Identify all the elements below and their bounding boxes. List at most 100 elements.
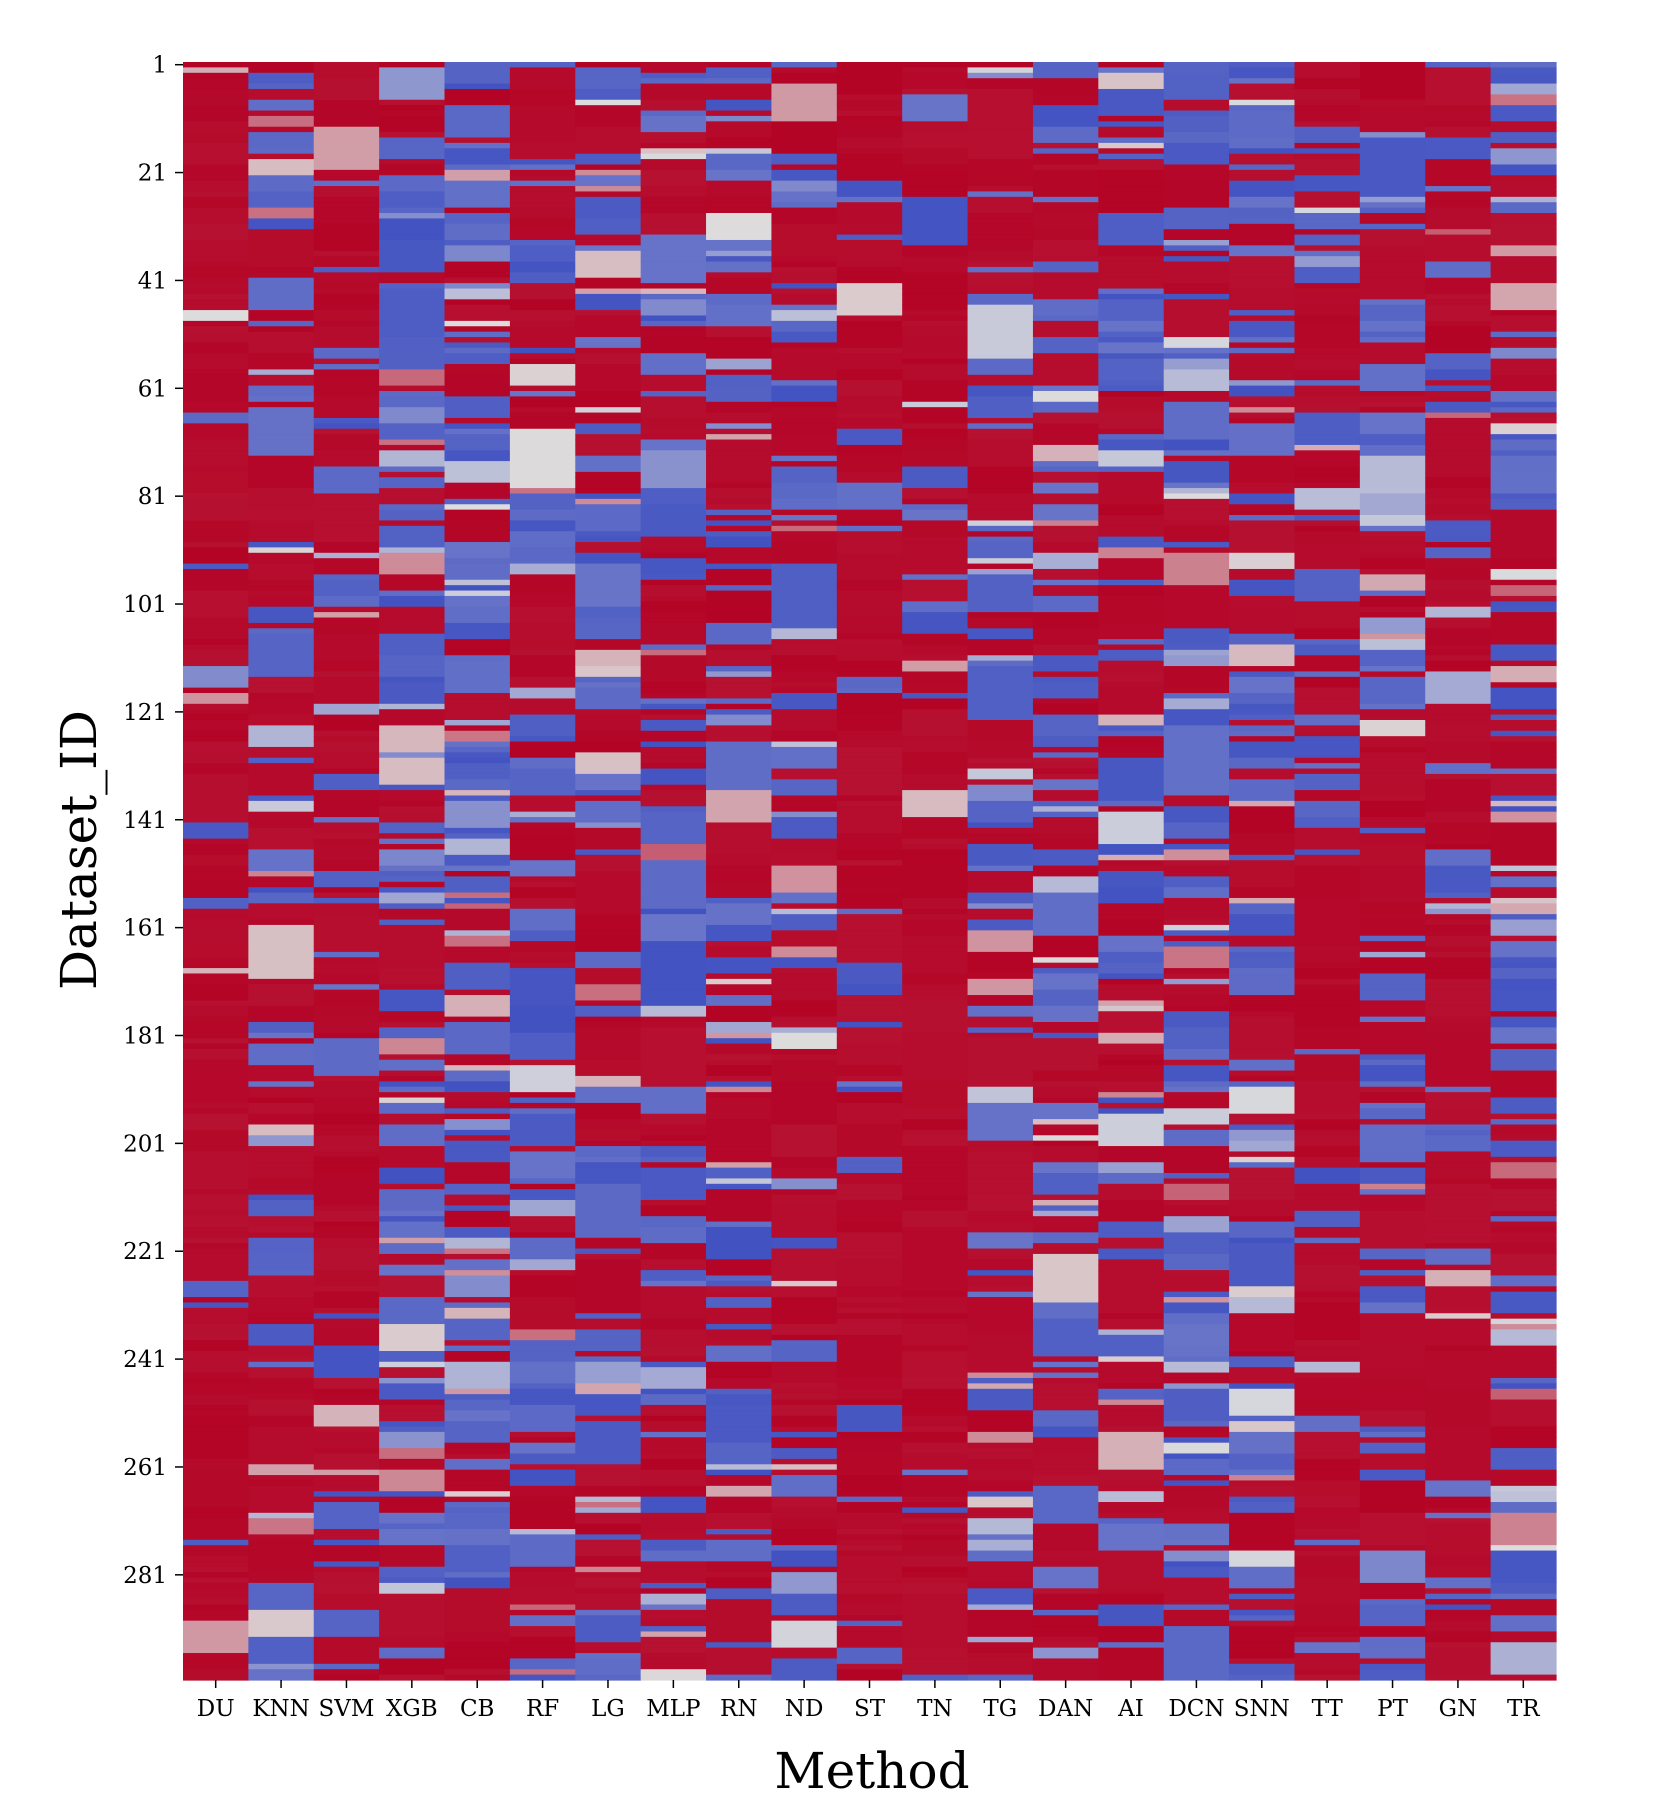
heatmap-cell [1032, 865, 1099, 872]
heatmap-cell [902, 1361, 969, 1368]
heatmap-cell [967, 962, 1034, 969]
heatmap-cell [1098, 542, 1165, 548]
heatmap-cell [967, 498, 1034, 505]
heatmap-cell [902, 552, 969, 559]
heatmap-cell [444, 957, 511, 964]
heatmap-cell [248, 1156, 315, 1163]
heatmap-cell [706, 1248, 773, 1255]
heatmap-cell [1163, 968, 1230, 975]
heatmap-cell [313, 849, 380, 856]
heatmap-cell [967, 833, 1034, 840]
heatmap-cell [1163, 671, 1230, 678]
heatmap-cell [444, 1135, 511, 1142]
heatmap-cell [967, 547, 1034, 554]
heatmap-cell [379, 763, 446, 770]
heatmap-cell [1032, 612, 1099, 619]
heatmap-cell [771, 1518, 838, 1525]
heatmap-cell [509, 175, 576, 182]
heatmap-cell [771, 1410, 838, 1417]
heatmap-cell [509, 310, 576, 317]
heatmap-cell [248, 1658, 315, 1665]
heatmap-cell [248, 159, 315, 166]
heatmap-cell [183, 353, 249, 360]
heatmap-cell [902, 995, 969, 1002]
heatmap-cell [248, 482, 315, 489]
heatmap-cell [1032, 250, 1099, 257]
heatmap-cell [509, 973, 576, 980]
heatmap-cell [379, 1124, 446, 1131]
heatmap-cell [1229, 633, 1296, 640]
heatmap-cell [509, 822, 576, 829]
heatmap-cell [183, 1469, 249, 1476]
heatmap-cell [313, 1135, 380, 1142]
heatmap-cell [575, 552, 642, 559]
heatmap-cell [902, 444, 969, 451]
heatmap-cell [967, 1404, 1034, 1411]
heatmap-cell [1229, 412, 1296, 419]
heatmap-cell [1098, 935, 1165, 942]
heatmap-cell [640, 924, 707, 931]
heatmap-cell [902, 1334, 969, 1341]
heatmap-cell [771, 1264, 838, 1271]
heatmap-cell [640, 1518, 707, 1525]
heatmap-cell [1032, 1669, 1099, 1676]
heatmap-cell [379, 105, 446, 112]
heatmap-cell [640, 1183, 707, 1190]
heatmap-cell [902, 78, 969, 85]
heatmap-cell [183, 1550, 249, 1557]
heatmap-cell [1163, 558, 1230, 565]
heatmap-cell [1032, 1642, 1099, 1649]
heatmap-cell [836, 989, 903, 996]
heatmap-cell [313, 1221, 380, 1228]
heatmap-cell [706, 331, 773, 338]
heatmap-cell [771, 1615, 838, 1622]
heatmap-cell [1163, 1216, 1230, 1223]
heatmap-cell [379, 1410, 446, 1417]
heatmap-cell [771, 806, 838, 813]
heatmap-cell [575, 1297, 642, 1304]
heatmap-cell [1229, 477, 1296, 484]
heatmap-cell [1163, 1048, 1230, 1055]
heatmap-cell [313, 1599, 380, 1606]
heatmap-cell [1032, 1431, 1099, 1438]
heatmap-cell [313, 347, 380, 354]
heatmap-cell [1098, 946, 1165, 953]
heatmap-cell [1098, 1534, 1165, 1541]
heatmap-cell [771, 951, 838, 958]
heatmap-cell [640, 1458, 707, 1465]
heatmap-cell [771, 1458, 838, 1465]
heatmap-cell [183, 78, 249, 85]
heatmap-cell [1032, 88, 1099, 95]
heatmap-cell [771, 693, 838, 700]
heatmap-cell [706, 693, 773, 700]
heatmap-cell [248, 1022, 315, 1028]
heatmap-cell [706, 1442, 773, 1449]
heatmap-cell [836, 978, 903, 985]
heatmap-cell [575, 1302, 642, 1309]
heatmap-cell [836, 1054, 903, 1061]
heatmap-cell [444, 482, 511, 489]
heatmap-cell [1098, 1022, 1165, 1028]
heatmap-cell [1163, 1464, 1230, 1471]
heatmap-cell [706, 914, 773, 921]
heatmap-cell [771, 1065, 838, 1072]
heatmap-cell [836, 434, 903, 441]
heatmap-cell [1163, 256, 1230, 263]
heatmap-cell [967, 1183, 1034, 1190]
heatmap-cell [1032, 687, 1099, 694]
heatmap-cell [248, 1582, 315, 1589]
heatmap-cell [248, 719, 315, 726]
heatmap-cell [1032, 1453, 1099, 1460]
heatmap-cell [379, 439, 446, 446]
heatmap-cell [640, 1599, 707, 1606]
heatmap-cell [248, 1032, 315, 1039]
heatmap-cell [902, 1054, 969, 1061]
heatmap-cell [706, 1372, 773, 1379]
heatmap-cell [902, 1011, 969, 1018]
heatmap-cell [183, 1566, 249, 1573]
heatmap-cell [183, 1243, 249, 1250]
heatmap-cell [706, 369, 773, 376]
heatmap-cell [509, 477, 576, 484]
heatmap-cell [836, 1297, 903, 1304]
heatmap-cell [575, 693, 642, 700]
